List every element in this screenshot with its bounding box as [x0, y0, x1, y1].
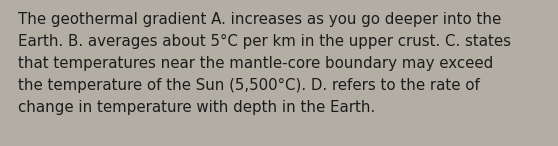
Text: the temperature of the Sun (5,500°C). D. refers to the rate of: the temperature of the Sun (5,500°C). D.… [18, 78, 480, 93]
Text: The geothermal gradient A. increases as you go deeper into the: The geothermal gradient A. increases as … [18, 12, 501, 27]
Text: change in temperature with depth in the Earth.: change in temperature with depth in the … [18, 100, 375, 115]
Text: that temperatures near the mantle-core boundary may exceed: that temperatures near the mantle-core b… [18, 56, 493, 71]
Text: Earth. B. averages about 5°C per km in the upper crust. C. states: Earth. B. averages about 5°C per km in t… [18, 34, 511, 49]
